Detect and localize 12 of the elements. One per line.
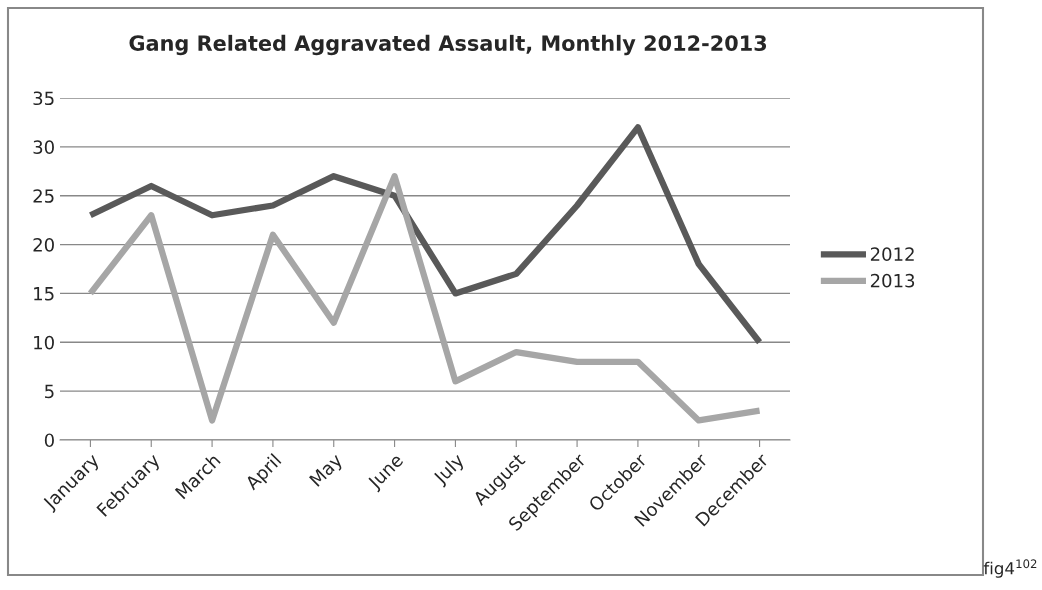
- y-tick-label: 15: [34, 287, 54, 301]
- y-tick-label: 5: [45, 384, 54, 399]
- y-tick-label: 0: [44, 433, 54, 448]
- y-tick-label: 10: [34, 335, 54, 350]
- legend-label: 2013: [870, 273, 915, 288]
- y-tick-label: 25: [33, 189, 54, 203]
- y-tick-label: 20: [33, 238, 54, 252]
- legend-label: 2012: [870, 247, 914, 261]
- caption: fig4$^{102}$: [983, 559, 1037, 578]
- y-tick-label: 30: [33, 140, 54, 154]
- chart-title: Gang Related Aggravated Assault, Monthly 2012-2013: [129, 34, 767, 56]
- y-tick-label: 35: [33, 91, 54, 106]
